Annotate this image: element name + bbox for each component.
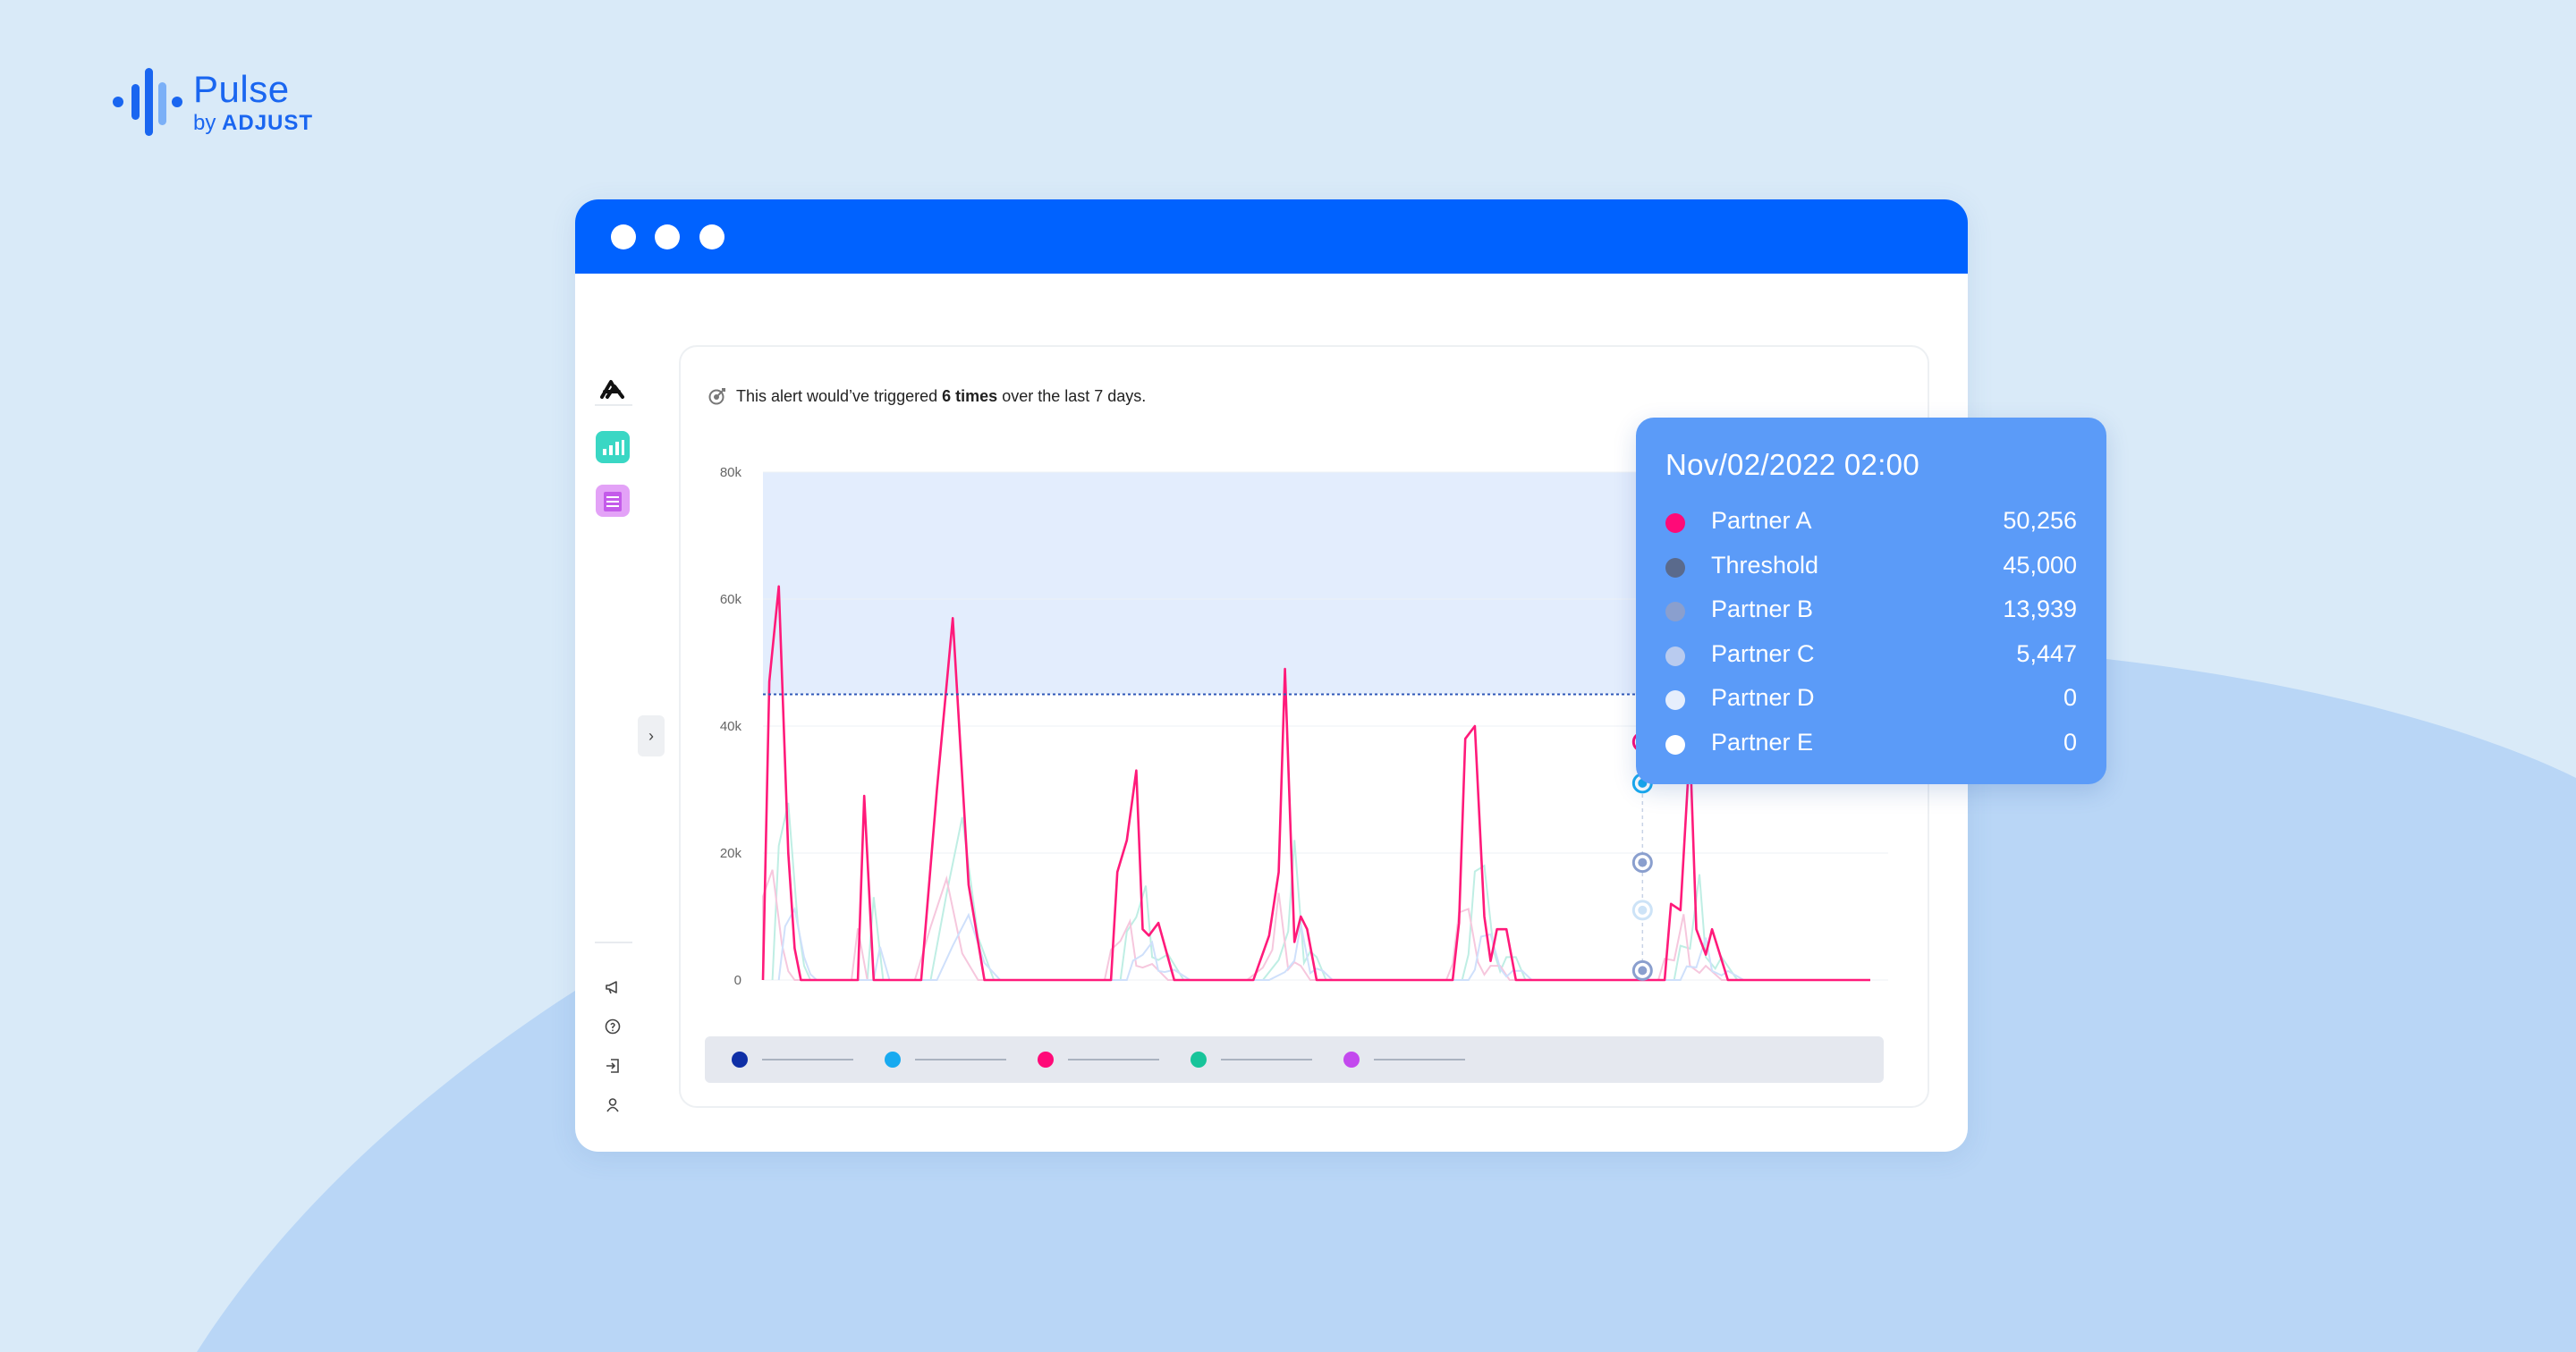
sidebar: › [575, 274, 665, 1152]
series-color-dot [1665, 734, 1685, 755]
tooltip-series-name: Threshold [1711, 551, 1819, 579]
background-series-line [771, 802, 1870, 981]
tooltip-series-name: Partner E [1711, 728, 1814, 756]
tooltip-series-name: Partner C [1711, 639, 1815, 667]
legend-dot [1191, 1052, 1207, 1068]
tooltip-series-name: Partner D [1711, 684, 1815, 711]
tooltip-series-value: 0 [2063, 728, 2077, 756]
alert-prefix: This alert would’ve triggered [736, 386, 938, 405]
legend-item[interactable] [732, 1051, 853, 1069]
brand-logo: Pulse by ADJUST [111, 68, 343, 139]
series-color-dot [1665, 557, 1685, 578]
brand-byline: by ADJUST [193, 111, 313, 136]
brand-company: ADJUST [222, 111, 314, 135]
background-series-line [762, 869, 1864, 981]
tooltip-series-name: Partner A [1711, 507, 1812, 534]
sidebar-item-profile[interactable] [595, 1087, 631, 1123]
alert-summary-text: This alert would’ve triggered 6 times ov… [736, 387, 1146, 406]
y-tick-label: 60k [720, 592, 742, 607]
tooltip-series-value: 5,447 [2016, 639, 2077, 667]
alert-summary: This alert would’ve triggered 6 times ov… [708, 386, 1146, 406]
series-color-dot [1665, 646, 1685, 666]
legend-line [915, 1059, 1006, 1060]
legend-line [762, 1059, 853, 1060]
alert-count: 6 times [942, 386, 998, 405]
y-tick-label: 0 [734, 973, 741, 988]
window-minimize-dot[interactable] [655, 224, 680, 249]
tooltip-row: Threshold 45,000 [1665, 552, 2077, 582]
tooltip-title: Nov/02/2022 02:00 [1665, 448, 1919, 481]
sidebar-item-help[interactable] [595, 1009, 631, 1044]
series-color-dot [1665, 690, 1685, 710]
brand-by-prefix: by [193, 111, 216, 135]
series-color-dot [1665, 513, 1685, 533]
sidebar-expand-button[interactable]: › [638, 715, 665, 756]
legend-dot [885, 1052, 901, 1068]
series-color-dot [1665, 602, 1685, 621]
y-tick-label: 20k [720, 846, 742, 861]
hover-point [1638, 966, 1648, 976]
tooltip-row: Partner A 50,256 [1665, 507, 2077, 537]
legend-item[interactable] [885, 1051, 1006, 1069]
logout-icon [606, 1059, 619, 1073]
legend-item[interactable] [1191, 1051, 1312, 1069]
hover-point [1638, 905, 1648, 915]
tooltip-series-name: Partner B [1711, 596, 1814, 622]
tooltip-row: Partner E 0 [1665, 729, 2077, 759]
chart-tooltip: Nov/02/2022 02:00 Partner A 50,256 Thresho… [1636, 418, 2106, 784]
pulse-logo-icon [113, 68, 182, 136]
window-close-dot[interactable] [611, 224, 636, 249]
bar-chart-icon [596, 431, 630, 463]
tooltip-series-value: 50,256 [2003, 507, 2077, 534]
window-titlebar [575, 199, 1968, 274]
hover-point [1638, 858, 1648, 867]
help-icon [605, 1018, 621, 1035]
y-tick-label: 80k [720, 465, 742, 480]
megaphone-icon [606, 981, 617, 994]
legend-line [1068, 1059, 1159, 1060]
sidebar-item-dashboard[interactable] [595, 429, 631, 465]
sidebar-divider [595, 942, 632, 943]
user-icon [606, 1098, 619, 1112]
tooltip-row: Partner B 13,939 [1665, 596, 2077, 626]
tooltip-series-value: 45,000 [2003, 551, 2077, 579]
legend-dot [732, 1052, 748, 1068]
chevron-right-icon: › [648, 726, 654, 745]
legend-dot [1038, 1052, 1054, 1068]
adjust-logo-icon[interactable] [595, 372, 631, 408]
target-icon [708, 388, 725, 405]
tooltip-series-value: 0 [2063, 684, 2077, 711]
sidebar-divider [595, 404, 632, 406]
sidebar-item-announcements[interactable] [595, 969, 631, 1005]
brand-name: Pulse [193, 68, 290, 110]
legend-item[interactable] [1038, 1051, 1159, 1069]
tooltip-row: Partner D 0 [1665, 684, 2077, 714]
tooltip-series-value: 13,939 [2003, 596, 2077, 622]
table-icon [596, 485, 630, 517]
window-maximize-dot[interactable] [699, 224, 724, 249]
partner-a-series-line [761, 585, 1870, 982]
background-series-line [777, 906, 1870, 981]
y-tick-label: 40k [720, 719, 742, 734]
legend-line [1221, 1059, 1312, 1060]
sidebar-item-reports[interactable] [595, 483, 631, 519]
legend-line [1374, 1059, 1465, 1060]
sidebar-item-logout[interactable] [595, 1048, 631, 1084]
tooltip-row: Partner C 5,447 [1665, 640, 2077, 671]
legend-dot [1343, 1052, 1360, 1068]
alert-suffix: over the last 7 days. [1002, 386, 1147, 405]
legend-item[interactable] [1343, 1051, 1465, 1069]
chart-legend [705, 1036, 1884, 1083]
